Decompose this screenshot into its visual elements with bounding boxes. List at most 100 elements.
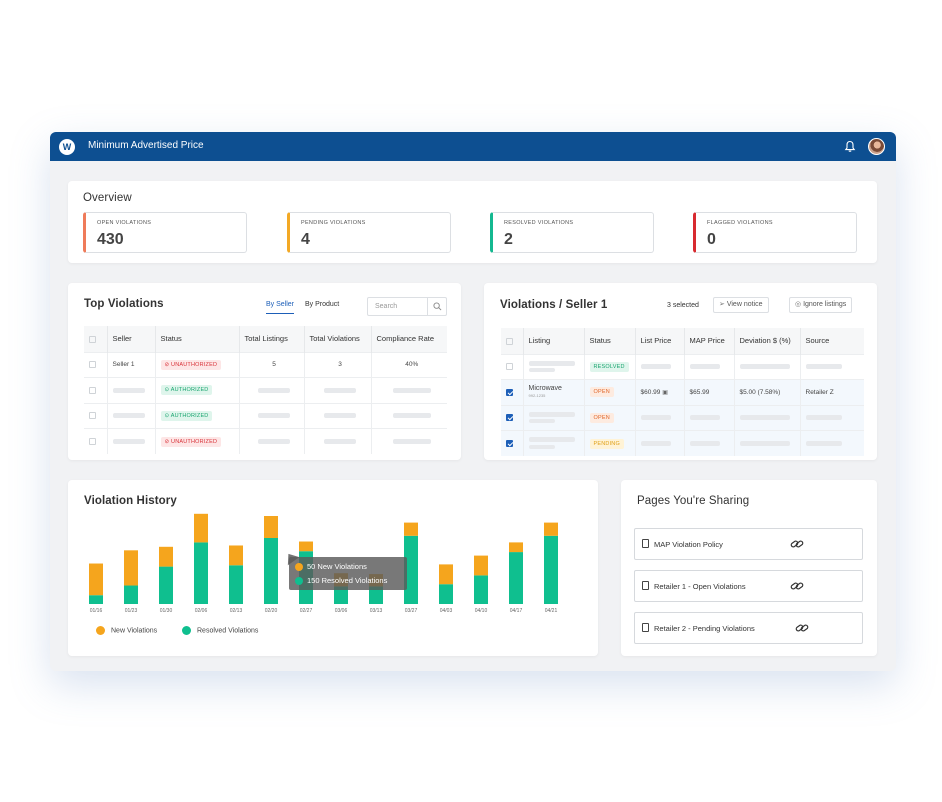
bar-resolved[interactable] bbox=[474, 575, 488, 604]
placeholder-bar bbox=[689, 364, 720, 370]
placeholder-bar bbox=[528, 419, 555, 424]
search-field[interactable]: Search bbox=[367, 297, 447, 316]
bar-new[interactable] bbox=[159, 546, 173, 567]
bell-icon[interactable] bbox=[844, 140, 856, 153]
row-checkbox[interactable] bbox=[506, 363, 513, 371]
bar-resolved[interactable] bbox=[159, 566, 173, 604]
stat-open-violations[interactable]: OPEN VIOLATIONS 430 bbox=[83, 212, 247, 253]
legend-resolved-violations[interactable]: Resolved Violations bbox=[182, 626, 258, 635]
select-all-checkbox[interactable] bbox=[506, 337, 513, 345]
search-placeholder: Search bbox=[375, 303, 398, 310]
tab-by-product[interactable]: By Product bbox=[305, 301, 340, 308]
chart-tooltip: 50 New Violations 150 Resolved Violation… bbox=[282, 549, 407, 590]
placeholder-bar bbox=[258, 413, 290, 419]
placeholder-bar bbox=[392, 387, 431, 393]
x-tick-label: 02/06 bbox=[195, 608, 208, 614]
column-header[interactable]: MAP Price bbox=[684, 328, 735, 354]
bar-new[interactable] bbox=[509, 542, 523, 553]
row-checkbox[interactable] bbox=[89, 412, 96, 420]
bar-new[interactable] bbox=[299, 541, 313, 552]
row-checkbox[interactable] bbox=[506, 388, 513, 396]
column-header[interactable]: Status bbox=[155, 326, 240, 352]
bar-new[interactable] bbox=[194, 513, 208, 543]
ignore-listings-button[interactable]: ◎ Ignore listings bbox=[789, 297, 853, 313]
bar-resolved[interactable] bbox=[124, 585, 138, 604]
bar-resolved[interactable] bbox=[264, 538, 278, 604]
seller-cell[interactable]: Seller 1 bbox=[107, 351, 156, 378]
view-notice-button[interactable]: ➢ View notice bbox=[713, 297, 769, 313]
stat-pending-violations[interactable]: PENDING VIOLATIONS 4 bbox=[287, 212, 451, 253]
bar-new[interactable] bbox=[474, 555, 488, 576]
table-row[interactable]: ⊘ UNAUTHORIZED bbox=[84, 428, 447, 454]
shared-page-item[interactable]: Retailer 2 - Pending Violations bbox=[634, 612, 863, 644]
stat-resolved-violations[interactable]: RESOLVED VIOLATIONS 2 bbox=[490, 212, 654, 253]
placeholder-bar bbox=[640, 364, 671, 370]
bar-resolved[interactable] bbox=[509, 552, 523, 604]
placeholder-bar bbox=[805, 415, 842, 421]
select-all-checkbox[interactable] bbox=[89, 335, 96, 343]
selected-count: 3 selected bbox=[667, 302, 699, 309]
stat-flagged-violations[interactable]: FLAGGED VIOLATIONS 0 bbox=[693, 212, 857, 253]
placeholder-bar bbox=[640, 440, 671, 446]
column-header[interactable]: Total Violations bbox=[304, 326, 372, 352]
bar-resolved[interactable] bbox=[439, 584, 453, 604]
table-row[interactable]: ⊙ AUTHORIZED bbox=[84, 377, 447, 403]
x-tick-label: 02/20 bbox=[265, 608, 278, 614]
bar-resolved[interactable] bbox=[404, 535, 418, 604]
bar-new[interactable] bbox=[124, 550, 138, 586]
placeholder-bar bbox=[805, 440, 842, 446]
list-price-cell: $60.99 bbox=[640, 388, 661, 396]
row-checkbox[interactable] bbox=[89, 437, 96, 445]
bar-new[interactable] bbox=[89, 563, 103, 596]
table-row[interactable]: OPEN bbox=[501, 404, 864, 431]
link-icon[interactable] bbox=[795, 623, 809, 633]
bar-resolved[interactable] bbox=[89, 595, 103, 604]
avatar[interactable] bbox=[868, 138, 885, 155]
row-checkbox[interactable] bbox=[506, 439, 513, 447]
bar-resolved[interactable] bbox=[544, 535, 558, 604]
map-price-cell: $65.99 bbox=[684, 379, 735, 405]
shared-page-item[interactable]: Retailer 1 - Open Violations bbox=[634, 570, 863, 602]
shared-page-item[interactable]: MAP Violation Policy bbox=[634, 528, 863, 560]
bar-new[interactable] bbox=[544, 522, 558, 536]
bar-new[interactable] bbox=[229, 545, 243, 566]
column-header[interactable]: Listing bbox=[523, 328, 585, 354]
placeholder-bar bbox=[528, 368, 555, 373]
listing-name[interactable]: Microwave bbox=[528, 385, 562, 393]
table-row[interactable]: PENDING bbox=[501, 430, 864, 456]
x-tick-label: 04/21 bbox=[545, 608, 558, 614]
bar-resolved[interactable] bbox=[194, 542, 208, 604]
row-checkbox[interactable] bbox=[506, 414, 513, 422]
column-header[interactable]: Deviation $ (%) bbox=[734, 328, 801, 354]
image-icon[interactable]: ▣ bbox=[662, 389, 668, 396]
link-icon[interactable] bbox=[790, 539, 804, 549]
search-icon[interactable] bbox=[433, 302, 442, 311]
bar-new[interactable] bbox=[404, 522, 418, 536]
table-row[interactable]: Microwave 992-1235 OPEN $60.99 ▣ $65.99 $… bbox=[501, 379, 864, 405]
link-icon[interactable] bbox=[790, 581, 804, 591]
table-row[interactable]: ⊙ AUTHORIZED bbox=[84, 402, 447, 429]
placeholder-bar bbox=[258, 387, 290, 393]
legend-new-violations[interactable]: New Violations bbox=[96, 626, 157, 635]
row-checkbox[interactable] bbox=[89, 361, 96, 369]
column-header[interactable]: List Price bbox=[635, 328, 685, 354]
bar-resolved[interactable] bbox=[369, 586, 383, 604]
bar-new[interactable] bbox=[264, 516, 278, 538]
overview-title: Overview bbox=[83, 192, 132, 204]
row-checkbox[interactable] bbox=[89, 386, 96, 394]
x-tick-label: 01/30 bbox=[160, 608, 173, 614]
bar-resolved[interactable] bbox=[334, 586, 348, 604]
bar-new[interactable] bbox=[439, 564, 453, 585]
column-header[interactable]: Total Listings bbox=[239, 326, 305, 352]
logo[interactable]: W bbox=[59, 139, 75, 155]
column-header[interactable]: Compliance Rate bbox=[371, 326, 447, 352]
column-header[interactable]: Status bbox=[584, 328, 636, 354]
column-header[interactable]: Source bbox=[800, 328, 864, 354]
column-header[interactable]: Seller bbox=[107, 326, 156, 352]
table-row[interactable]: Seller 1 ⊘ UNAUTHORIZED 5 3 40% bbox=[84, 351, 447, 378]
tab-by-seller[interactable]: By Seller bbox=[266, 301, 295, 314]
placeholder-bar bbox=[528, 437, 575, 443]
placeholder-bar bbox=[258, 438, 290, 444]
bar-resolved[interactable] bbox=[229, 565, 243, 604]
table-row[interactable]: RESOLVED bbox=[501, 353, 864, 380]
